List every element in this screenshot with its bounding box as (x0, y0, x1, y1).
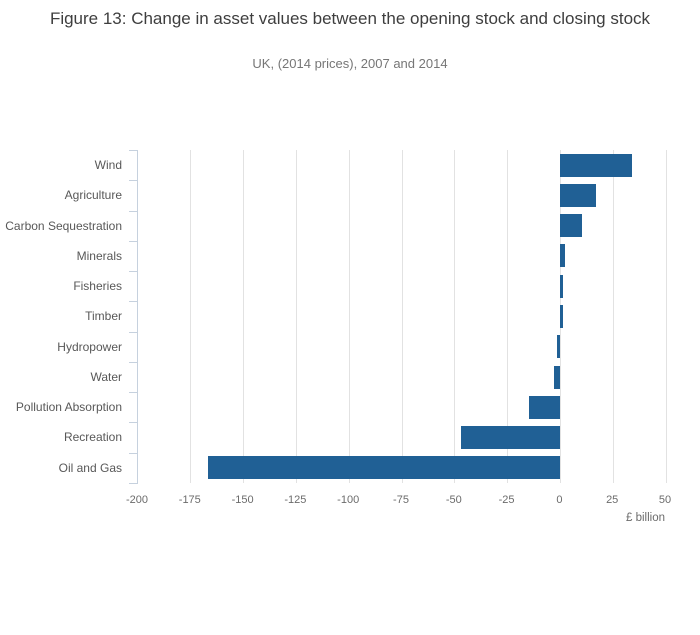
bar-agriculture[interactable] (560, 183, 597, 207)
category-label: Oil and Gas (58, 460, 122, 475)
category-label: Minerals (76, 248, 122, 263)
gridline (295, 150, 297, 483)
x-tick-label: -25 (498, 494, 515, 506)
category-label: Carbon Sequestration (5, 218, 122, 233)
bar-wind[interactable] (560, 153, 633, 177)
gridline (507, 150, 509, 483)
category-label: Water (90, 369, 122, 384)
bar-water[interactable] (554, 365, 561, 389)
y-axis-tick (129, 392, 138, 394)
x-tick-label: -100 (337, 494, 360, 506)
gridline (401, 150, 403, 483)
gridline (612, 150, 614, 483)
category-label: Fisheries (73, 279, 122, 294)
bar-fisheries[interactable] (560, 274, 563, 298)
gridline (190, 150, 192, 483)
y-axis-tick (129, 483, 138, 484)
x-tick-label: -150 (231, 494, 254, 506)
x-axis-title: £ billion (626, 512, 665, 524)
x-tick-label: 50 (658, 494, 672, 506)
category-label: Agriculture (64, 188, 122, 203)
plot-area (129, 150, 667, 484)
x-tick-label: -50 (445, 494, 462, 506)
x-tick-label: -175 (178, 494, 201, 506)
category-label: Pollution Absorption (15, 400, 122, 415)
gridline (665, 150, 667, 483)
chart-subtitle: UK, (2014 prices), 2007 and 2014 (252, 56, 448, 71)
x-tick-label: -125 (284, 494, 307, 506)
x-tick-label: -200 (125, 494, 149, 506)
y-axis-tick (129, 452, 138, 454)
y-axis-tick (129, 210, 138, 212)
y-axis-tick (129, 422, 138, 424)
category-label: Hydropower (57, 339, 122, 354)
bar-pollution-absorption[interactable] (528, 395, 561, 419)
x-tick-label: 0 (556, 494, 563, 506)
y-axis-tick (129, 301, 138, 303)
bar-carbon-sequestration[interactable] (560, 214, 582, 238)
category-label: Wind (94, 158, 122, 172)
bar-hydropower[interactable] (557, 335, 561, 359)
y-axis-tick (129, 361, 138, 363)
gridline (243, 150, 245, 483)
x-tick-label: -75 (393, 494, 409, 506)
x-tick-label: 25 (606, 494, 619, 506)
y-axis-tick (129, 150, 138, 151)
chart-title: Figure 13: Change in asset values betwee… (49, 9, 651, 28)
gridline (454, 150, 456, 483)
y-axis-tick (129, 331, 138, 333)
bar-recreation[interactable] (461, 426, 561, 450)
y-axis-tick (129, 271, 138, 273)
bar-minerals[interactable] (560, 244, 565, 268)
bar-timber[interactable] (560, 305, 563, 328)
category-label: Timber (85, 309, 122, 324)
y-axis-tick (129, 180, 138, 182)
category-label: Recreation (63, 430, 122, 445)
gridline (348, 150, 350, 483)
y-axis-tick (129, 240, 138, 242)
bar-oil-and-gas[interactable] (207, 456, 561, 480)
